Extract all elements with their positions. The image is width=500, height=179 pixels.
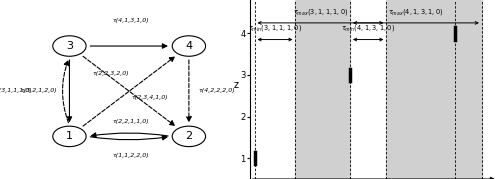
Text: τ(2,2,1,1,0): τ(2,2,1,1,0) — [112, 118, 149, 124]
Text: τ(2,2,3,2,0): τ(2,2,3,2,0) — [92, 71, 130, 76]
Y-axis label: z: z — [234, 79, 239, 90]
Circle shape — [53, 36, 86, 56]
Bar — [386, 0, 482, 179]
Text: τ(3,1,1,1,0): τ(3,1,1,1,0) — [0, 88, 32, 93]
Circle shape — [172, 36, 206, 56]
Text: τ(2,3,4,1,0): τ(2,3,4,1,0) — [132, 95, 168, 100]
Text: 4: 4 — [186, 41, 192, 51]
Text: τ(4,1,3,1,0): τ(4,1,3,1,0) — [112, 18, 149, 23]
Text: τ(1,1,2,2,0): τ(1,1,2,2,0) — [112, 153, 149, 158]
Text: $\tau_{max}(3,1,1,1,0)$: $\tau_{max}(3,1,1,1,0)$ — [292, 7, 348, 17]
Text: 2: 2 — [186, 131, 192, 141]
Circle shape — [172, 126, 206, 147]
Text: $\tau_{min}(4,1,3,1,0)$: $\tau_{min}(4,1,3,1,0)$ — [341, 23, 396, 33]
Text: τ(3,2,1,2,0): τ(3,2,1,2,0) — [20, 88, 58, 93]
Text: τ(4,2,2,2,0): τ(4,2,2,2,0) — [198, 88, 235, 93]
Bar — [296, 0, 350, 179]
Text: 3: 3 — [66, 41, 73, 51]
Circle shape — [53, 126, 86, 147]
Text: $\tau_{max}(4,1,3,1,0)$: $\tau_{max}(4,1,3,1,0)$ — [388, 7, 444, 17]
Text: 1: 1 — [66, 131, 73, 141]
Text: $\tau_{min}(3,1,1,1,0)$: $\tau_{min}(3,1,1,1,0)$ — [248, 23, 302, 33]
